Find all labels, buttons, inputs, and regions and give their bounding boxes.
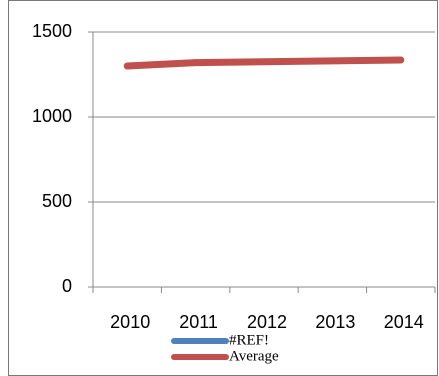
y-tick-label: 1000 <box>32 106 72 126</box>
x-tick-label: 2012 <box>247 312 287 332</box>
x-tick-label: 2013 <box>315 312 355 332</box>
legend-label: #REF! <box>229 332 269 348</box>
x-tick-label: 2011 <box>179 312 218 332</box>
y-tick-label: 0 <box>62 276 72 296</box>
y-tick-label: 500 <box>42 191 72 211</box>
x-tick-label: 2014 <box>384 312 424 332</box>
series-line <box>123 56 405 70</box>
legend-label: Average <box>229 348 279 364</box>
chart-border <box>8 0 438 376</box>
y-tick-label: 1500 <box>32 21 72 41</box>
x-tick-label: 2010 <box>110 312 150 332</box>
